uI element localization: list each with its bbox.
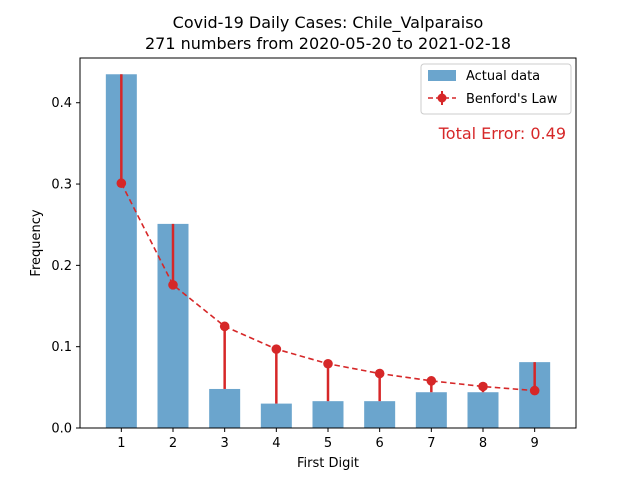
bar-digit-5: [312, 401, 344, 428]
y-tick-label-1: 0.1: [51, 340, 72, 355]
legend-box: [420, 63, 572, 115]
bar-digit-8: [467, 392, 499, 428]
benford-point-digit-4: [271, 344, 282, 354]
y-tick-label-4: 0.4: [51, 96, 72, 111]
x-tick-label-1: 1: [117, 436, 125, 451]
x-tick-label-2: 2: [169, 436, 177, 451]
x-tick-label-4: 4: [272, 436, 280, 451]
benford-point-digit-2: [168, 280, 178, 290]
x-axis-label: First Digit: [297, 456, 359, 471]
benford-point-digit-1: [116, 178, 127, 189]
chart-title-line2: 271 numbers from 2020-05-20 to 2021-02-1…: [145, 34, 511, 53]
benford-point-digit-8: [478, 381, 488, 392]
legend-swatch-actual: [428, 70, 456, 81]
legend-marker-benford: [437, 93, 447, 103]
y-tick-label-2: 0.2: [51, 259, 72, 274]
x-tick-label-8: 8: [479, 436, 487, 451]
x-tick-label-9: 9: [531, 436, 539, 451]
plot-area: 1 2 3 4 5 6 7 8 9 0.0 0.1 0.2 0.3 0.4: [51, 74, 551, 451]
bar-digit-4: [260, 403, 292, 428]
benford-point-digit-7: [426, 376, 437, 386]
legend: Actual data Benford's Law: [420, 63, 572, 115]
benford-point-digit-3: [219, 321, 230, 332]
x-tick-label-6: 6: [376, 436, 384, 451]
benford-point-digit-9: [529, 385, 540, 396]
bar-digit-6: [364, 401, 396, 428]
legend-label-actual: Actual data: [466, 69, 540, 84]
x-tick-label-7: 7: [427, 436, 435, 451]
y-tick-label-3: 0.3: [51, 178, 72, 193]
x-tick-label-5: 5: [324, 436, 332, 451]
legend-label-benford: Benford's Law: [466, 92, 558, 107]
benford-point-digit-6: [374, 368, 385, 379]
x-tick-label-3: 3: [221, 436, 229, 451]
y-axis-label: Frequency: [29, 209, 44, 276]
benford-point-digit-5: [323, 358, 333, 369]
chart-title-line1: Covid-19 Daily Cases: Chile_Valparaiso: [173, 13, 484, 33]
total-error-annotation: Total Error: 0.49: [438, 124, 566, 143]
axes-frame: [79, 57, 577, 429]
y-tick-label-0: 0.0: [51, 422, 72, 437]
bar-digit-3: [209, 388, 241, 428]
bar-digit-7: [415, 392, 447, 428]
